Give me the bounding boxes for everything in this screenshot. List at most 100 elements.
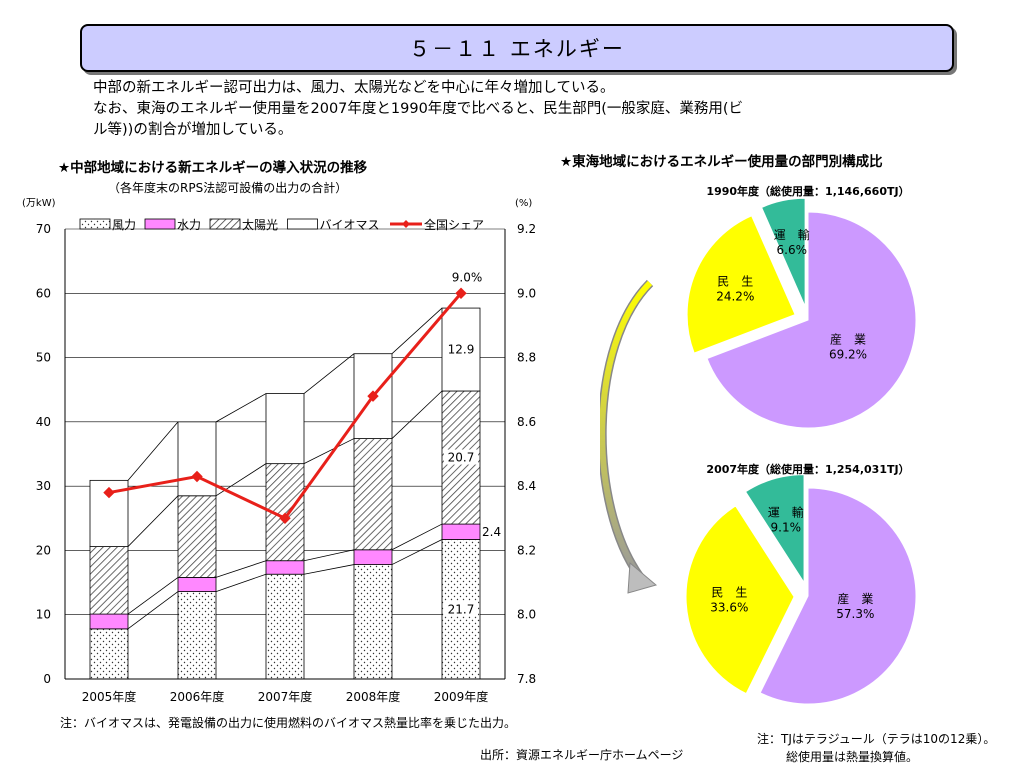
y-tick-right: 8.2 [517, 543, 536, 557]
pie-charts: 1990年度（総使用量：1,146,660TJ）産 業69.2%民 生24.2%… [600, 184, 917, 705]
line-marker [367, 390, 379, 402]
slice-name: 産 業 [830, 332, 866, 347]
bar-太陽光-2005年度 [89, 546, 129, 615]
pie-2007-slice [759, 487, 917, 705]
data-label: 2.4 [482, 525, 501, 539]
footnote-tj: 注：TJはテラジュール（テラは10の12乗）。 [757, 732, 996, 746]
series-connector [215, 393, 267, 423]
x-tick-label: 2006年度 [170, 689, 225, 704]
series-connector [391, 390, 443, 439]
y-tick-right: 8.4 [517, 479, 536, 493]
legend-label: 太陽光 [242, 217, 278, 232]
bar-水力-2006年度 [177, 577, 217, 592]
y-tick-left: 20 [36, 543, 51, 557]
series-connector [303, 353, 355, 394]
data-label: 20.7 [448, 451, 475, 465]
legend-label: 全国シェア [424, 217, 484, 232]
data-label: 21.7 [448, 602, 475, 616]
series-connector [127, 421, 179, 481]
bar-水力-2005年度 [89, 613, 129, 630]
slice-name: 民 生 [711, 585, 747, 599]
x-tick-label: 2007年度 [258, 689, 313, 704]
line-marker [191, 470, 203, 483]
y-tick-right: 7.8 [517, 672, 536, 686]
page-title: ５－１１ エネルギー [80, 24, 954, 72]
arrow-head [627, 561, 658, 594]
series-connector [303, 549, 355, 562]
line-marker [103, 486, 115, 499]
series-connector [303, 564, 355, 575]
series-connector [127, 495, 179, 547]
arrow-outline [600, 279, 654, 580]
bar-風力-2008年度 [353, 564, 393, 680]
bar-水力-2008年度 [353, 549, 393, 565]
y-tick-right: 8.8 [517, 351, 536, 365]
series-connector [391, 539, 443, 565]
pie-1990-slice [706, 211, 917, 429]
pie-2007-slice [744, 474, 805, 585]
source-note: 出所：資源エネルギー庁ホームページ [480, 748, 684, 762]
bar-太陽光-2008年度 [353, 438, 393, 551]
intro-line-3: ル等))の割合が増加している。 [93, 122, 293, 138]
footnote-total: 総使用量は熱量換算値。 [786, 750, 919, 764]
legend: 風力 水力 太陽光 バイオマス 全国シェア [79, 217, 484, 232]
y-tick-right: 8.6 [517, 415, 536, 429]
pie-1990-title: 1990年度（総使用量：1,146,660TJ） [706, 184, 909, 198]
x-tick-label: 2008年度 [346, 689, 401, 704]
intro-line-2: なお、東海のエネルギー使用量を2007年度と1990年度で比べると、民生部門(一… [93, 101, 744, 117]
slice-value: 69.2% [829, 348, 867, 362]
x-tick-label: 2009年度 [434, 689, 489, 704]
bar-水力-2007年度 [265, 560, 305, 575]
data-label: 12.9 [448, 343, 475, 357]
legend-swatch [209, 218, 241, 230]
slice-value: 9.1% [771, 520, 802, 534]
line-data-label: 9.0% [452, 270, 483, 284]
y-tick-left: 70 [36, 222, 51, 236]
bar-バイオマス-2007年度 [265, 393, 305, 465]
series-connector [127, 591, 179, 630]
pie-2007-slice [685, 505, 795, 695]
line-marker [279, 512, 291, 524]
bar-太陽光-2006年度 [177, 495, 217, 578]
bar-風力-2007年度 [265, 573, 305, 680]
series-connector [215, 573, 267, 592]
y-tick-left: 0 [43, 672, 51, 686]
bar-chart: 0 10 20 30 40 50 60 70 7.8 8.0 8.2 8.4 8.6 8.8 9.0 9.2 (… [22, 198, 536, 704]
slice-value: 57.3% [836, 607, 874, 621]
pie-1990-slice [686, 215, 796, 354]
y-axis-label-left: (万kW) [22, 198, 56, 209]
data-label-bg [444, 601, 478, 617]
series-connector [127, 577, 179, 615]
bar-chart-subheading: （各年度末のRPS法認可設備の出力の合計） [108, 181, 348, 195]
slice-value: 33.6% [710, 600, 748, 614]
series-connector [303, 438, 355, 465]
slice-name: 運 輸 [768, 504, 804, 519]
series-connector [215, 463, 267, 497]
series-connector [215, 560, 267, 578]
slice-value: 6.6% [777, 243, 808, 257]
curved-arrow [600, 280, 653, 579]
slice-name: 運 輸 [774, 227, 810, 242]
legend-swatch [79, 218, 111, 230]
y-tick-right: 8.0 [517, 608, 536, 622]
y-tick-left: 40 [36, 415, 51, 429]
pie-charts-heading: ★東海地域におけるエネルギー使用量の部門別構成比 [560, 154, 883, 170]
slice-name: 民 生 [717, 275, 753, 289]
legend-marker [402, 220, 410, 228]
pie-2007-title: 2007年度（総使用量：1,254,031TJ） [706, 462, 909, 476]
legend-label: 水力 [177, 218, 201, 232]
legend-swatch [144, 218, 176, 230]
legend-label: バイオマス [320, 218, 380, 232]
y-tick-left: 30 [36, 479, 51, 493]
y-tick-right: 9.0 [517, 286, 536, 300]
line-marker [455, 287, 467, 299]
slice-name: 産 業 [837, 591, 873, 606]
bar-バイオマス-2009年度 [441, 307, 481, 392]
intro-line-1: 中部の新エネルギー認可出力は、風力、太陽光などを中心に年々増加している。 [93, 80, 615, 96]
series-connector [391, 307, 443, 355]
footnote-biomass: 注：バイオマスは、発電設備の出力に使用燃料のバイオマス熱量比率を乗じた出力。 [60, 716, 517, 730]
y-tick-left: 60 [36, 286, 51, 300]
bar-chart-heading: ★中部地域における新エネルギーの導入状況の推移 [58, 160, 368, 176]
x-tick-label: 2005年度 [82, 689, 137, 704]
pie-1990-slice [760, 197, 806, 307]
